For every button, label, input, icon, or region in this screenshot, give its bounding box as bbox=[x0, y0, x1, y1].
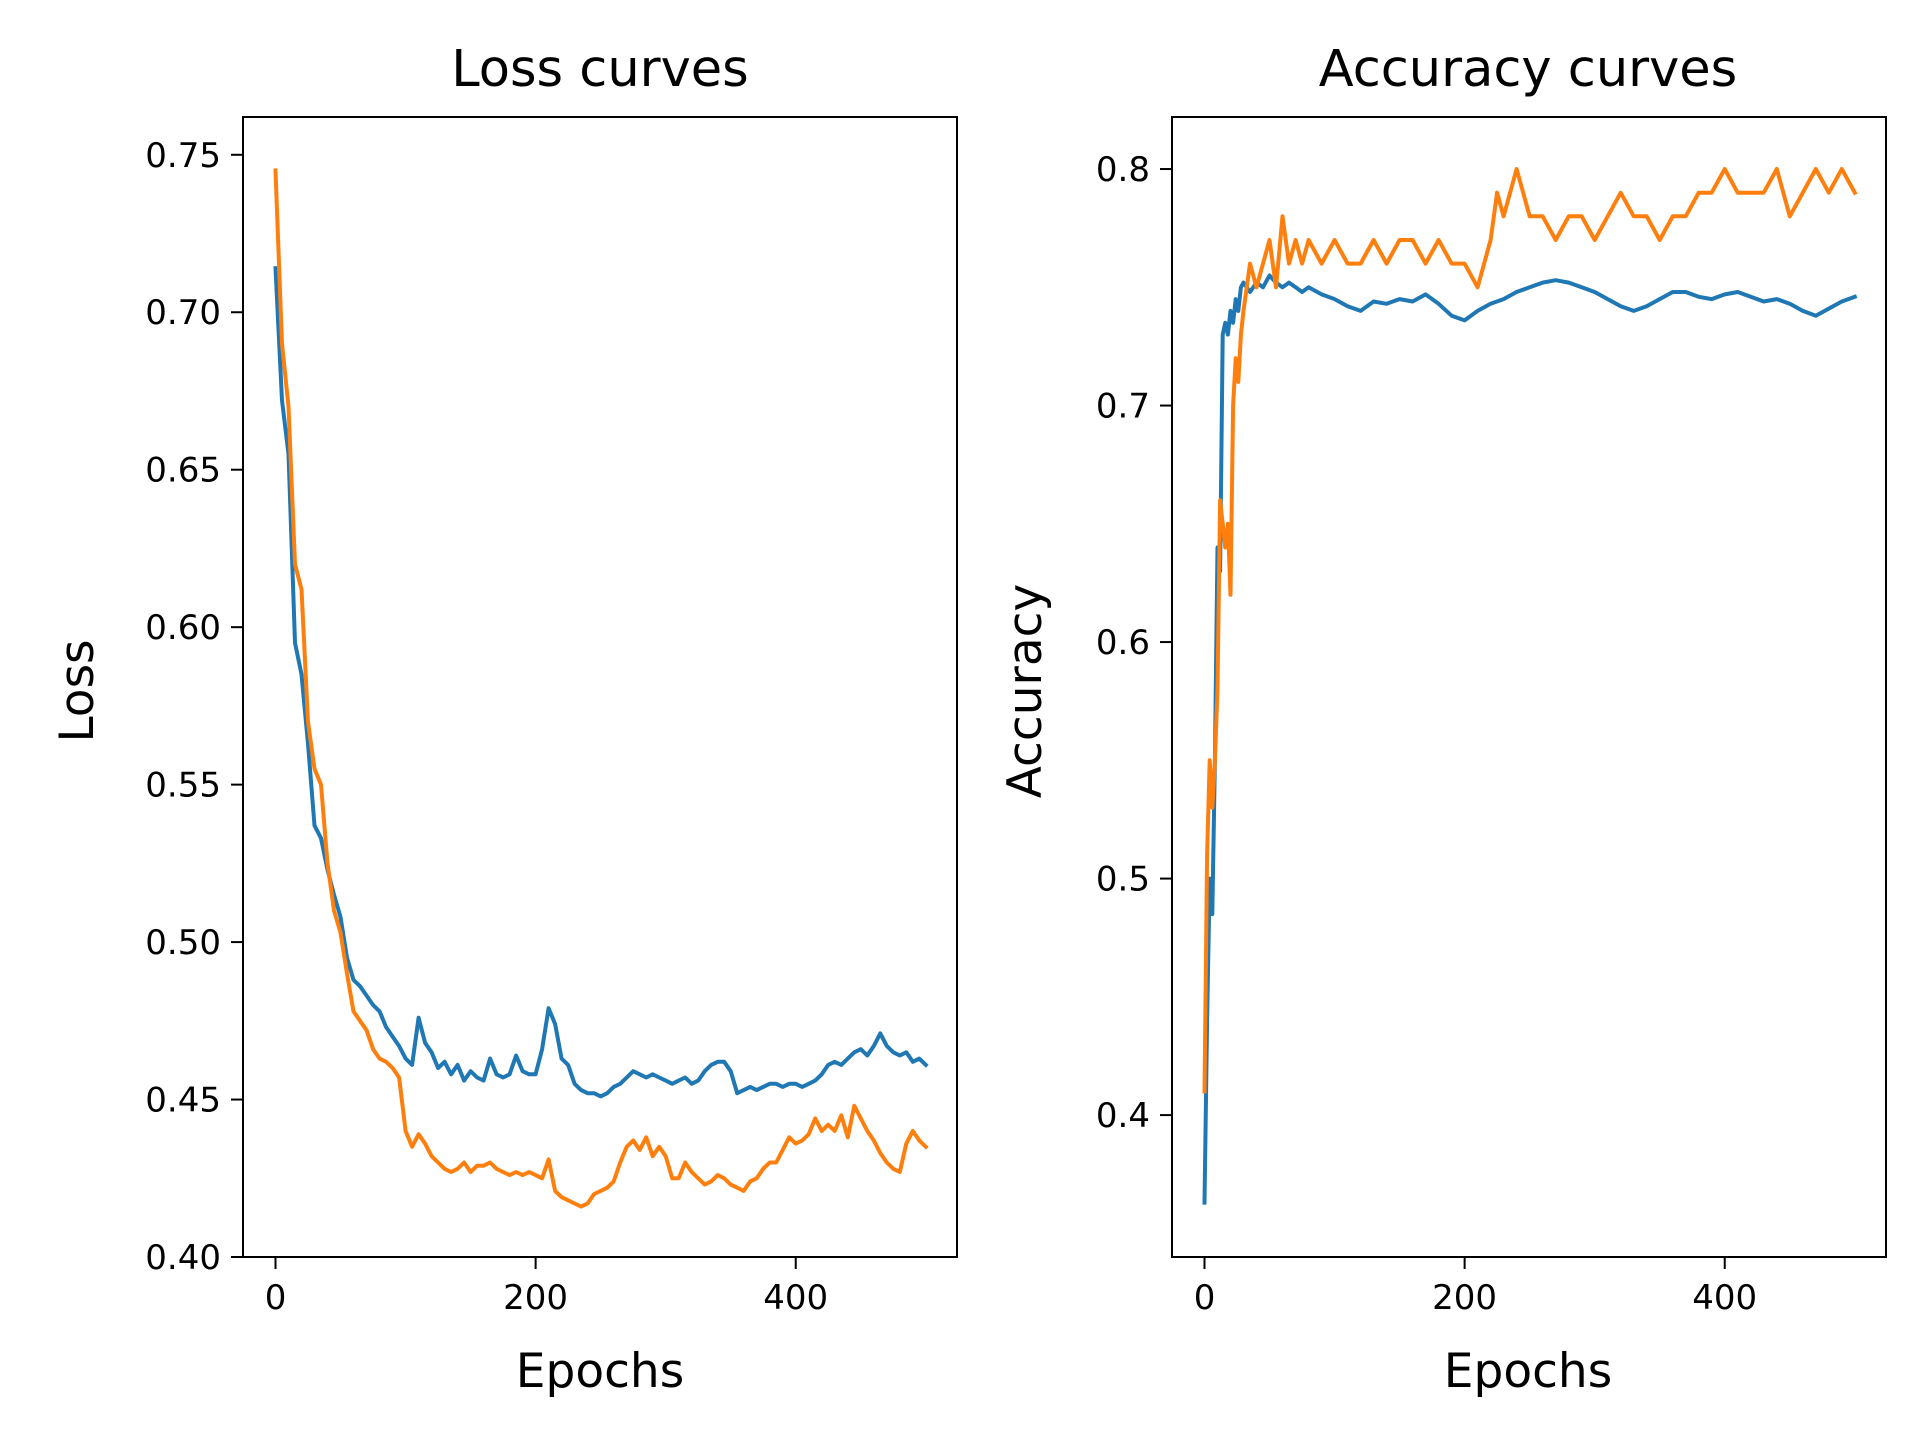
loss-series-lines bbox=[273, 168, 929, 1209]
accuracy-chart: Accuracy curves 0 200 400 0.40.50.60.70.8 … bbox=[998, 40, 1887, 1399]
accuracy-y-tick-label: 0.4 bbox=[1096, 1096, 1150, 1136]
accuracy-series-2-line bbox=[1202, 167, 1858, 1094]
loss-x-tick-label: 400 bbox=[763, 1278, 828, 1318]
loss-y-tick-label: 0.45 bbox=[145, 1081, 221, 1121]
loss-y-tick-label: 0.60 bbox=[145, 608, 221, 648]
loss-y-tick-label: 0.70 bbox=[145, 293, 221, 333]
loss-x-tick-label: 200 bbox=[503, 1278, 568, 1318]
accuracy-x-tick-label: 0 bbox=[1194, 1278, 1216, 1318]
accuracy-x-ticks: 0 200 400 bbox=[1194, 1257, 1757, 1318]
accuracy-series-lines bbox=[1202, 167, 1858, 1205]
accuracy-x-tick-label: 200 bbox=[1432, 1278, 1497, 1318]
accuracy-chart-title: Accuracy curves bbox=[1319, 40, 1738, 99]
loss-chart: Loss curves 0 200 400 0.40 0.45 0.50 0.55 0.60… bbox=[50, 40, 958, 1399]
accuracy-y-axis-label: Accuracy bbox=[998, 584, 1053, 799]
loss-x-tick-label: 0 bbox=[265, 1278, 287, 1318]
accuracy-x-axis-label: Epochs bbox=[1444, 1344, 1612, 1399]
loss-y-tick-label: 0.75 bbox=[145, 136, 221, 176]
accuracy-y-tick-label: 0.5 bbox=[1096, 860, 1150, 900]
loss-series-2-line bbox=[273, 168, 929, 1209]
loss-y-tick-label: 0.65 bbox=[145, 451, 221, 491]
loss-y-tick-label: 0.55 bbox=[145, 766, 221, 806]
loss-x-ticks: 0 200 400 bbox=[265, 1257, 828, 1318]
accuracy-plot-frame bbox=[1171, 116, 1887, 1258]
loss-x-axis-label: Epochs bbox=[516, 1344, 684, 1399]
loss-y-tick-label: 0.40 bbox=[145, 1238, 221, 1278]
accuracy-series-1-line bbox=[1202, 273, 1858, 1205]
loss-chart-title: Loss curves bbox=[451, 40, 749, 99]
loss-y-ticks: 0.40 0.45 0.50 0.55 0.60 0.65 0.70 0.75 bbox=[145, 136, 243, 1278]
loss-y-tick-label: 0.50 bbox=[145, 923, 221, 963]
accuracy-y-tick-label: 0.6 bbox=[1096, 623, 1150, 663]
loss-y-axis-label: Loss bbox=[50, 639, 105, 742]
accuracy-y-tick-label: 0.8 bbox=[1096, 150, 1150, 190]
accuracy-y-tick-label: 0.7 bbox=[1096, 387, 1150, 427]
accuracy-y-ticks: 0.4 0.5 0.6 0.7 0.8 bbox=[1096, 150, 1172, 1136]
accuracy-x-tick-label: 400 bbox=[1692, 1278, 1757, 1318]
loss-plot-frame bbox=[242, 116, 958, 1258]
loss-series-1-line bbox=[273, 266, 929, 1099]
